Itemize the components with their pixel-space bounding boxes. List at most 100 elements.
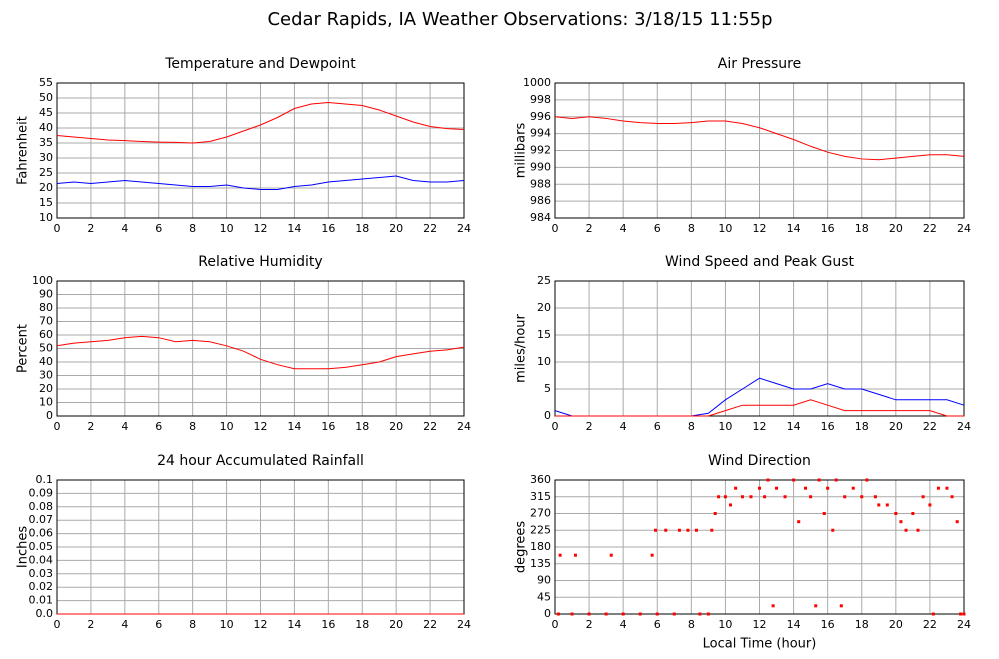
x-tick-label: 20 xyxy=(389,420,403,433)
data-point xyxy=(654,528,658,532)
chart-title: Wind Speed and Peak Gust xyxy=(665,254,854,270)
y-tick-label: 30 xyxy=(39,369,53,382)
y-tick-label: 0 xyxy=(46,409,53,422)
x-tick-label: 22 xyxy=(423,618,437,631)
x-tick-label: 18 xyxy=(855,618,869,631)
y-tick-label: 0.01 xyxy=(29,594,54,607)
data-point xyxy=(621,612,625,616)
y-axis-label: Percent xyxy=(16,324,31,373)
chart-title: Relative Humidity xyxy=(198,254,322,270)
x-tick-label: 0 xyxy=(552,618,559,631)
y-tick-label: 994 xyxy=(530,127,551,140)
data-line xyxy=(56,175,465,190)
x-tick-label: 8 xyxy=(688,618,695,631)
data-point xyxy=(734,486,738,490)
y-tick-label: 45 xyxy=(39,106,53,119)
data-point xyxy=(771,604,775,608)
data-point xyxy=(921,495,925,499)
y-tick-label: 180 xyxy=(530,540,551,553)
y-tick-label: 15 xyxy=(39,196,53,209)
x-tick-label: 18 xyxy=(355,420,369,433)
data-point xyxy=(936,486,940,490)
data-point xyxy=(851,486,855,490)
x-tick-label: 10 xyxy=(718,420,732,433)
data-point xyxy=(650,553,654,557)
x-axis-label: Local Time (hour) xyxy=(703,637,817,652)
x-tick-label: 8 xyxy=(688,420,695,433)
data-point xyxy=(877,503,881,507)
x-tick-label: 2 xyxy=(87,222,94,235)
x-tick-label: 20 xyxy=(889,222,903,235)
x-tick-label: 24 xyxy=(957,420,971,433)
x-tick-label: 10 xyxy=(220,420,234,433)
data-point xyxy=(710,528,714,532)
data-point xyxy=(916,528,920,532)
data-point xyxy=(831,528,835,532)
y-tick-label: 40 xyxy=(39,355,53,368)
x-tick-label: 14 xyxy=(787,222,801,235)
data-point xyxy=(694,528,698,532)
data-point xyxy=(860,495,864,499)
data-point xyxy=(698,612,702,616)
x-tick-label: 14 xyxy=(287,618,301,631)
x-tick-label: 16 xyxy=(321,618,335,631)
x-tick-label: 4 xyxy=(121,618,128,631)
y-tick-label: 0.0 xyxy=(36,607,54,620)
y-axis-label: miles/hour xyxy=(514,313,529,382)
x-tick-label: 4 xyxy=(121,222,128,235)
data-point xyxy=(814,604,818,608)
x-tick-label: 2 xyxy=(586,222,593,235)
data-point xyxy=(713,512,717,515)
data-point xyxy=(638,612,642,616)
y-tick-label: 135 xyxy=(530,557,551,570)
y-tick-label: 20 xyxy=(39,382,53,395)
y-tick-label: 0.07 xyxy=(29,513,54,526)
y-tick-label: 990 xyxy=(530,160,551,173)
x-tick-label: 10 xyxy=(220,222,234,235)
data-point xyxy=(865,478,869,482)
data-point xyxy=(686,528,690,532)
chart-title: Wind Direction xyxy=(708,453,811,469)
y-tick-label: 10 xyxy=(39,396,53,409)
y-tick-label: 40 xyxy=(39,121,53,134)
y-axis-label: Fahrenheit xyxy=(16,116,31,185)
x-tick-label: 6 xyxy=(155,420,162,433)
y-tick-label: 998 xyxy=(530,93,551,106)
data-point xyxy=(899,520,903,524)
x-tick-label: 14 xyxy=(287,222,301,235)
x-tick-label: 12 xyxy=(753,420,767,433)
x-tick-label: 8 xyxy=(189,618,196,631)
x-tick-label: 12 xyxy=(254,222,268,235)
x-tick-label: 22 xyxy=(923,618,937,631)
y-tick-label: 5 xyxy=(544,382,551,395)
x-tick-label: 4 xyxy=(620,420,627,433)
data-point xyxy=(931,612,935,616)
chart-title: Temperature and Dewpoint xyxy=(164,56,356,72)
y-tick-label: 0.02 xyxy=(29,580,54,593)
data-point xyxy=(843,495,847,499)
y-tick-label: 60 xyxy=(39,328,53,341)
x-tick-label: 14 xyxy=(787,618,801,631)
y-tick-label: 315 xyxy=(530,490,551,503)
x-tick-label: 22 xyxy=(923,222,937,235)
data-point xyxy=(766,478,770,482)
plot-frame xyxy=(554,82,965,219)
data-line xyxy=(56,101,465,144)
y-tick-label: 10 xyxy=(537,355,551,368)
y-tick-label: 992 xyxy=(530,144,551,157)
y-axis-label: Inches xyxy=(16,526,31,568)
y-tick-label: 80 xyxy=(39,301,53,314)
x-tick-label: 2 xyxy=(87,420,94,433)
x-tick-label: 0 xyxy=(552,222,559,235)
y-tick-label: 225 xyxy=(530,523,551,536)
y-tick-label: 35 xyxy=(39,136,53,149)
y-tick-label: 0.05 xyxy=(29,540,54,553)
x-tick-label: 18 xyxy=(855,222,869,235)
data-point xyxy=(706,612,710,616)
x-tick-label: 8 xyxy=(189,222,196,235)
x-tick-label: 2 xyxy=(586,618,593,631)
y-tick-label: 0.03 xyxy=(29,567,54,580)
y-tick-label: 30 xyxy=(39,151,53,164)
y-tick-label: 984 xyxy=(530,211,551,224)
